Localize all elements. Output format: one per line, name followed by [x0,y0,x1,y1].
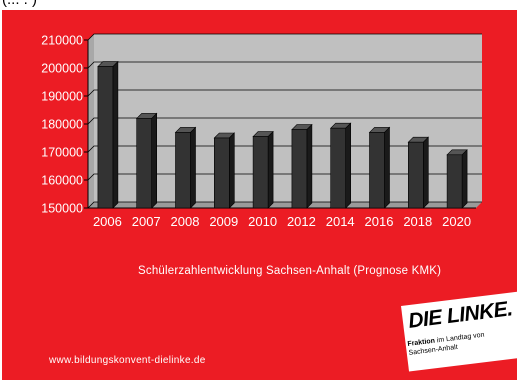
gridline [87,89,482,97]
x-tick-label: 2010 [248,214,277,229]
chart-caption: Schülerzahlentwicklung Sachsen-Anhalt (P… [138,265,442,277]
gridline [87,117,482,125]
bar [136,118,152,209]
bar-side [190,126,196,209]
bar [97,66,114,209]
y-tick-label: 210000 [41,34,83,48]
header-fragment: (... . ) [2,0,37,8]
bar-side [306,123,313,209]
footer-url[interactable]: www.bildungskonvent-dielinke.de [49,355,206,366]
bar-side [151,112,157,209]
x-tick-label: 2018 [403,214,432,229]
bar-side [345,122,352,209]
bar [407,141,424,209]
gridline [87,145,482,153]
bar [330,127,347,209]
y-tick-label: 190000 [41,90,83,104]
bar-side [384,126,390,209]
bar [446,154,463,209]
bar [214,137,230,209]
x-tick-label: 2008 [171,214,200,229]
bar [252,136,269,209]
gridline [87,173,482,181]
x-tick-label: 2007 [132,214,161,229]
y-tick-label: 160000 [41,174,83,188]
y-tick-label: 180000 [41,118,83,132]
y-tick-label: 150000 [41,202,83,216]
x-tick-label: 2014 [326,214,355,229]
gridline [87,33,482,41]
y-tick-label: 170000 [41,146,83,160]
x-tick-label: 2006 [93,214,122,229]
bar-side [461,149,468,209]
bar-side [422,136,429,209]
gridline [87,201,482,209]
bar [175,132,191,209]
bar [369,132,385,209]
bar-side [267,130,274,209]
bar [291,129,308,209]
x-tick-label: 2016 [365,214,394,229]
y-tick-label: 200000 [41,62,83,76]
bar-chart: 150000 160000 170000 180000 190000 200000 2100… [41,33,482,229]
x-tick-label: 2020 [442,214,471,229]
bar-side [112,60,119,209]
gridline [87,61,482,69]
slide: 150000 160000 170000 180000 190000 200000 2100… [2,10,519,380]
x-tick-label: 2012 [287,214,316,229]
die-linke-logo: DIE LINKE. Fraktion im Landtag von Sachs… [395,290,519,372]
bar-side [229,132,235,209]
x-tick-label: 2009 [209,214,238,229]
